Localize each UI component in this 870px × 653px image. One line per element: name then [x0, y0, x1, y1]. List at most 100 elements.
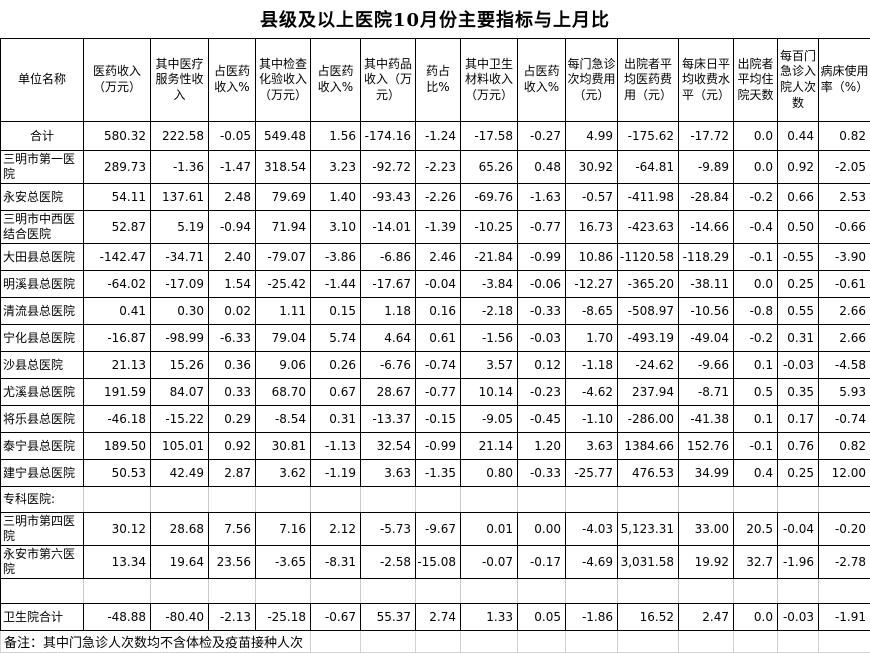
- value-cell: -0.1: [734, 244, 778, 271]
- section-row: 专科医院:: [1, 487, 870, 513]
- empty-cell: [311, 487, 361, 513]
- value-cell: 5.19: [151, 211, 209, 244]
- empty-cell: [566, 487, 618, 513]
- value-cell: 19.92: [679, 546, 734, 579]
- indicator-table: 单位名称医药收入（万元）其中医疗服务性收入占医药收入%其中检查化验收入（万元）占…: [0, 38, 870, 653]
- value-cell: 0.0: [734, 604, 778, 631]
- column-header: 药占比%: [416, 39, 461, 122]
- value-cell: -1.24: [416, 122, 461, 151]
- value-cell: -0.94: [209, 211, 256, 244]
- value-cell: -0.61: [819, 271, 870, 298]
- value-cell: 28.68: [151, 513, 209, 546]
- value-cell: -365.20: [618, 271, 679, 298]
- value-cell: 3.62: [256, 460, 311, 487]
- value-cell: -6.86: [361, 244, 416, 271]
- value-cell: 580.32: [84, 122, 151, 151]
- unit-name-cell: 三明市中西医结合医院: [1, 211, 84, 244]
- value-cell: -1.91: [819, 604, 870, 631]
- value-cell: 0.1: [734, 406, 778, 433]
- value-cell: -21.84: [461, 244, 518, 271]
- value-cell: -0.27: [518, 122, 566, 151]
- value-cell: 0.67: [311, 379, 361, 406]
- value-cell: -14.01: [361, 211, 416, 244]
- value-cell: 0.36: [209, 352, 256, 379]
- empty-cell: [311, 631, 361, 653]
- column-header: 单位名称: [1, 39, 84, 122]
- value-cell: -9.66: [679, 352, 734, 379]
- value-cell: -38.11: [679, 271, 734, 298]
- value-cell: -41.38: [679, 406, 734, 433]
- value-cell: -493.19: [618, 325, 679, 352]
- value-cell: 65.26: [461, 151, 518, 184]
- value-cell: 0.16: [416, 298, 461, 325]
- value-cell: 32.7: [734, 546, 778, 579]
- value-cell: -0.4: [734, 211, 778, 244]
- value-cell: 10.14: [461, 379, 518, 406]
- empty-cell: [778, 487, 819, 513]
- value-cell: -16.87: [84, 325, 151, 352]
- value-cell: -64.02: [84, 271, 151, 298]
- value-cell: 71.94: [256, 211, 311, 244]
- value-cell: 2.53: [819, 184, 870, 211]
- empty-cell: [566, 579, 618, 604]
- value-cell: 54.11: [84, 184, 151, 211]
- value-cell: -1.19: [311, 460, 361, 487]
- empty-cell: [256, 579, 311, 604]
- unit-name-cell: 大田县总医院: [1, 244, 84, 271]
- value-cell: 21.13: [84, 352, 151, 379]
- value-cell: -3.86: [311, 244, 361, 271]
- value-cell: 0.4: [734, 460, 778, 487]
- value-cell: -80.40: [151, 604, 209, 631]
- value-cell: -1.39: [416, 211, 461, 244]
- title-bar: 县级及以上医院10月份主要指标与上月比: [0, 0, 870, 38]
- empty-cell: [778, 631, 819, 653]
- value-cell: -25.77: [566, 460, 618, 487]
- value-cell: -1.86: [566, 604, 618, 631]
- value-cell: -8.71: [679, 379, 734, 406]
- value-cell: 3,031.58: [618, 546, 679, 579]
- value-cell: 105.01: [151, 433, 209, 460]
- value-cell: 0.17: [778, 406, 819, 433]
- value-cell: -1120.58: [618, 244, 679, 271]
- value-cell: 0.92: [209, 433, 256, 460]
- value-cell: -10.25: [461, 211, 518, 244]
- empty-cell: [461, 631, 518, 653]
- value-cell: 2.40: [209, 244, 256, 271]
- value-cell: 549.48: [256, 122, 311, 151]
- value-cell: 1.33: [461, 604, 518, 631]
- empty-cell: [209, 487, 256, 513]
- value-cell: 0.15: [311, 298, 361, 325]
- value-cell: -46.18: [84, 406, 151, 433]
- value-cell: 1.18: [361, 298, 416, 325]
- value-cell: -0.03: [778, 352, 819, 379]
- column-header: 其中医疗服务性收入: [151, 39, 209, 122]
- value-cell: 12.00: [819, 460, 870, 487]
- value-cell: 50.53: [84, 460, 151, 487]
- value-cell: 5,123.31: [618, 513, 679, 546]
- value-cell: 9.06: [256, 352, 311, 379]
- empty-cell: [311, 579, 361, 604]
- value-cell: -2.58: [361, 546, 416, 579]
- value-cell: 0.76: [778, 433, 819, 460]
- value-cell: 7.16: [256, 513, 311, 546]
- value-cell: 1.56: [311, 122, 361, 151]
- value-cell: 191.59: [84, 379, 151, 406]
- value-cell: 0.0: [734, 122, 778, 151]
- value-cell: -0.06: [518, 271, 566, 298]
- value-cell: 289.73: [84, 151, 151, 184]
- value-cell: -0.33: [518, 298, 566, 325]
- value-cell: 237.94: [618, 379, 679, 406]
- value-cell: 28.67: [361, 379, 416, 406]
- value-cell: -0.2: [734, 184, 778, 211]
- value-cell: 32.54: [361, 433, 416, 460]
- unit-name-cell: 尤溪县总医院: [1, 379, 84, 406]
- value-cell: 3.63: [566, 433, 618, 460]
- empty-cell: [361, 579, 416, 604]
- empty-cell: [518, 487, 566, 513]
- value-cell: 2.66: [819, 325, 870, 352]
